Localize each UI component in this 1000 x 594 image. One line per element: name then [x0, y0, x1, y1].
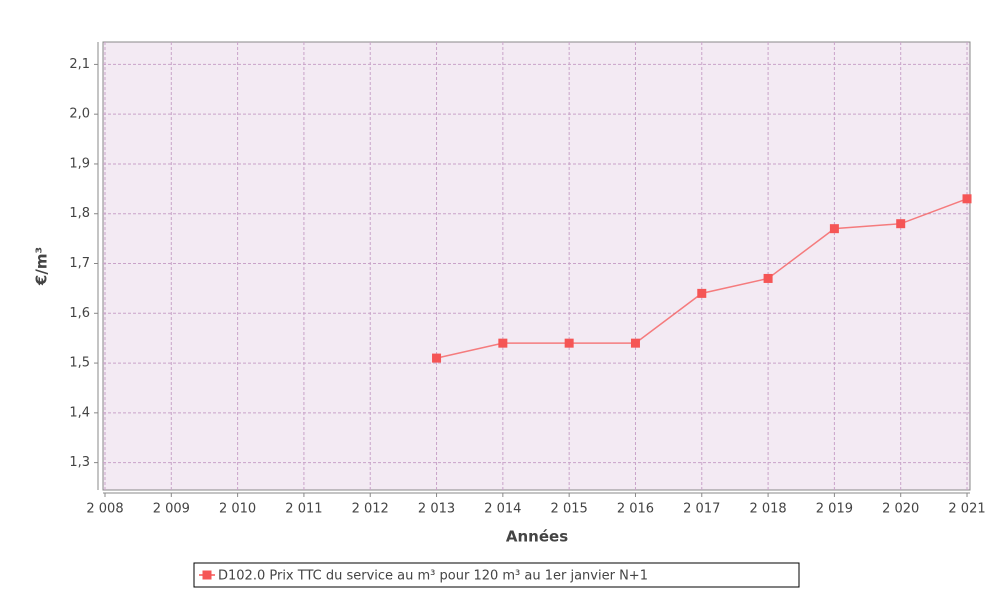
x-tick-label: 2 017	[683, 502, 720, 517]
y-axis-label: €/m³	[33, 247, 51, 286]
x-tick-label: 2 019	[816, 502, 853, 517]
data-point	[564, 338, 574, 348]
y-tick-label: 1,6	[69, 306, 90, 321]
data-point	[432, 353, 442, 363]
data-point	[630, 338, 640, 348]
legend-marker	[202, 570, 212, 580]
plot-area	[102, 41, 971, 491]
x-tick-label: 2 014	[484, 502, 521, 517]
x-tick-label: 2 011	[285, 502, 322, 517]
data-point	[829, 224, 839, 234]
x-tick-label: 2 018	[749, 502, 786, 517]
data-point	[962, 194, 972, 204]
y-tick-label: 1,8	[69, 206, 90, 221]
x-tick-label: 2 010	[219, 502, 256, 517]
x-tick-label: 2 020	[882, 502, 919, 517]
y-tick-label: 1,7	[69, 256, 90, 271]
y-tick-label: 1,4	[69, 405, 90, 420]
x-tick-label: 2 013	[418, 502, 455, 517]
data-point	[763, 273, 773, 283]
data-point	[896, 219, 906, 229]
legend-label: D102.0 Prix TTC du service au m³ pour 12…	[218, 569, 648, 584]
y-tick-label: 1,5	[69, 356, 90, 371]
x-tick-label: 2 008	[86, 502, 123, 517]
y-tick-label: 1,9	[69, 156, 90, 171]
x-tick-label: 2 009	[153, 502, 190, 517]
x-tick-label: 2 015	[551, 502, 588, 517]
data-point	[498, 338, 508, 348]
x-axis-label: Années	[506, 528, 568, 546]
legend	[193, 562, 800, 588]
y-tick-label: 2,1	[69, 57, 90, 72]
data-point	[697, 288, 707, 298]
y-tick-label: 1,3	[69, 455, 90, 470]
x-tick-label: 2 016	[617, 502, 654, 517]
x-tick-label: 2 012	[352, 502, 389, 517]
x-tick-label: 2 021	[948, 502, 985, 517]
y-tick-label: 2,0	[69, 107, 90, 122]
